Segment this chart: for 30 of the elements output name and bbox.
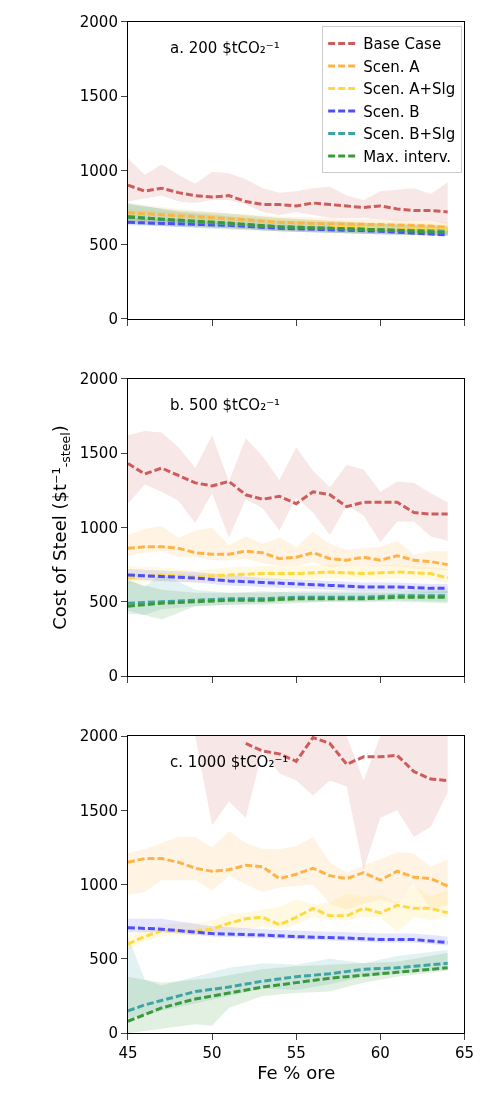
legend-label: Scen. A+Slg	[363, 80, 456, 99]
x-tick-label: 45	[118, 1044, 138, 1063]
y-tick-label: 2000	[79, 370, 118, 389]
y-tick-label: 1000	[79, 875, 118, 894]
y-tick-label: 1500	[79, 444, 118, 463]
x-tick-label: 55	[286, 1044, 306, 1063]
x-axis-title: Fe % ore	[257, 1062, 336, 1084]
annotation: c. 1000 $tCO₂⁻¹	[170, 753, 289, 771]
legend-label: Max. interv.	[363, 147, 452, 166]
y-tick-label: 500	[89, 950, 118, 969]
y-tick-label: 1500	[79, 87, 118, 106]
annotation: a. 200 $tCO₂⁻¹	[170, 39, 280, 57]
y-tick-label: 2000	[79, 13, 118, 32]
x-tick-label: 65	[454, 1044, 475, 1063]
annotation: b. 500 $tCO₂⁻¹	[170, 396, 281, 414]
legend-label: Scen. A	[363, 57, 421, 76]
x-tick-label: 60	[370, 1044, 390, 1063]
legend-label: Scen. B+Slg	[363, 125, 456, 144]
legend-label: Scen. B	[363, 102, 420, 121]
y-tick-label: 2000	[79, 727, 118, 746]
y-tick-label: 0	[108, 1024, 118, 1043]
y-tick-label: 1000	[79, 518, 118, 537]
y-tick-label: 1000	[79, 161, 118, 180]
y-tick-label: 1500	[79, 801, 118, 820]
x-tick-label: 50	[202, 1044, 222, 1063]
y-tick-label: 0	[108, 667, 118, 686]
y-tick-label: 500	[89, 592, 118, 611]
y-tick-label: 500	[89, 235, 118, 254]
legend-label: Base Case	[363, 35, 442, 54]
y-tick-label: 0	[108, 310, 118, 329]
